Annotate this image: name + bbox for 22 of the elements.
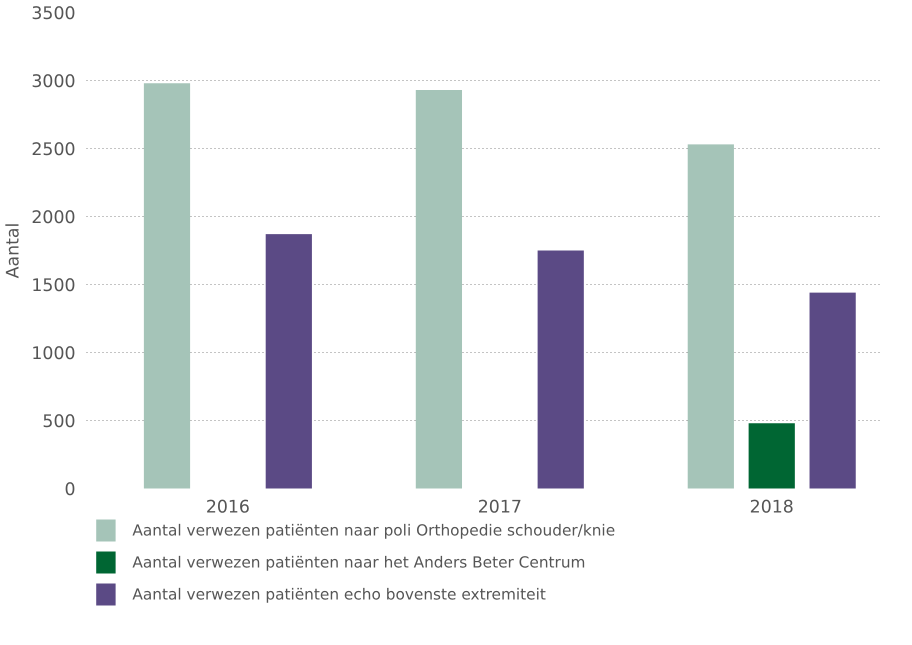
y-tick-label: 3500	[31, 4, 76, 24]
bar	[416, 90, 462, 488]
y-tick-label: 3000	[31, 72, 76, 92]
legend-label: Aantal verwezen patiënten naar het Anders Beter Centrum	[132, 554, 586, 572]
x-tick-label: 2016	[206, 498, 250, 518]
bar	[688, 144, 734, 488]
y-tick-label: 1000	[31, 344, 76, 364]
bar	[538, 250, 584, 488]
x-tick-label: 2018	[750, 498, 794, 518]
bar	[748, 423, 795, 488]
y-tick-label: 500	[42, 412, 76, 432]
x-tick-label: 2017	[478, 498, 522, 518]
bar	[810, 292, 856, 488]
y-tick-label: 2000	[31, 208, 76, 228]
y-tick-label: 0	[64, 480, 76, 500]
bar	[144, 83, 190, 488]
y-tick-label: 1500	[31, 276, 76, 296]
y-axis-title: Aantal	[3, 222, 24, 278]
y-tick-label: 2500	[31, 140, 76, 160]
legend-label: Aantal verwezen patiënten echo bovenste extremiteit	[132, 586, 546, 604]
bar	[266, 234, 312, 488]
legend-label: Aantal verwezen patiënten naar poli Orthopedie schouder/knie	[132, 522, 616, 540]
